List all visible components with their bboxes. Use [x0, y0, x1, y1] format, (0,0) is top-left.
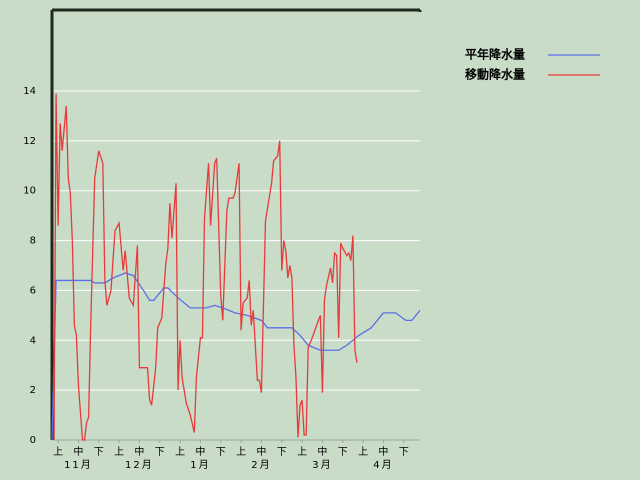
month-label: 1月 — [190, 459, 210, 471]
series-line — [51, 272, 421, 441]
x-tick-label: 中 — [73, 445, 83, 458]
x-tick-label: 上 — [114, 446, 124, 458]
y-tick-label: 10 — [23, 186, 36, 197]
x-tick-label: 中 — [134, 445, 144, 458]
x-tick-label: 上 — [358, 446, 368, 458]
x-tick-label: 中 — [195, 445, 205, 458]
x-tick-label: 上 — [53, 446, 63, 458]
month-label: 11月 — [64, 459, 93, 471]
y-tick-label: 2 — [30, 385, 36, 396]
x-tick-label: 下 — [155, 447, 165, 458]
y-tick-label: 12 — [23, 136, 36, 147]
x-tick-label: 上 — [175, 446, 185, 458]
x-tick-label: 上 — [236, 446, 246, 458]
y-tick-label: 0 — [30, 435, 36, 446]
y-tick-label: 14 — [23, 86, 36, 97]
x-tick-label: 上 — [297, 446, 307, 458]
month-label: 3月 — [312, 459, 332, 471]
series-line — [53, 93, 358, 441]
x-tick-label: 下 — [399, 447, 409, 458]
legend-label: 平年降水量 — [465, 47, 525, 62]
x-tick-label: 下 — [338, 447, 348, 458]
legend-label: 移動降水量 — [465, 67, 525, 82]
month-label: 2月 — [251, 459, 271, 471]
month-label: 4月 — [373, 459, 393, 471]
y-tick-label: 6 — [30, 285, 36, 296]
x-tick-label: 下 — [94, 447, 104, 458]
x-tick-label: 下 — [216, 447, 226, 458]
x-tick-label: 中 — [317, 445, 327, 458]
x-tick-label: 下 — [277, 447, 287, 458]
y-tick-label: 4 — [30, 335, 36, 346]
y-tick-label: 8 — [30, 236, 36, 247]
x-tick-label: 中 — [378, 445, 388, 458]
month-label: 12月 — [125, 459, 154, 471]
x-tick-label: 中 — [256, 445, 266, 458]
